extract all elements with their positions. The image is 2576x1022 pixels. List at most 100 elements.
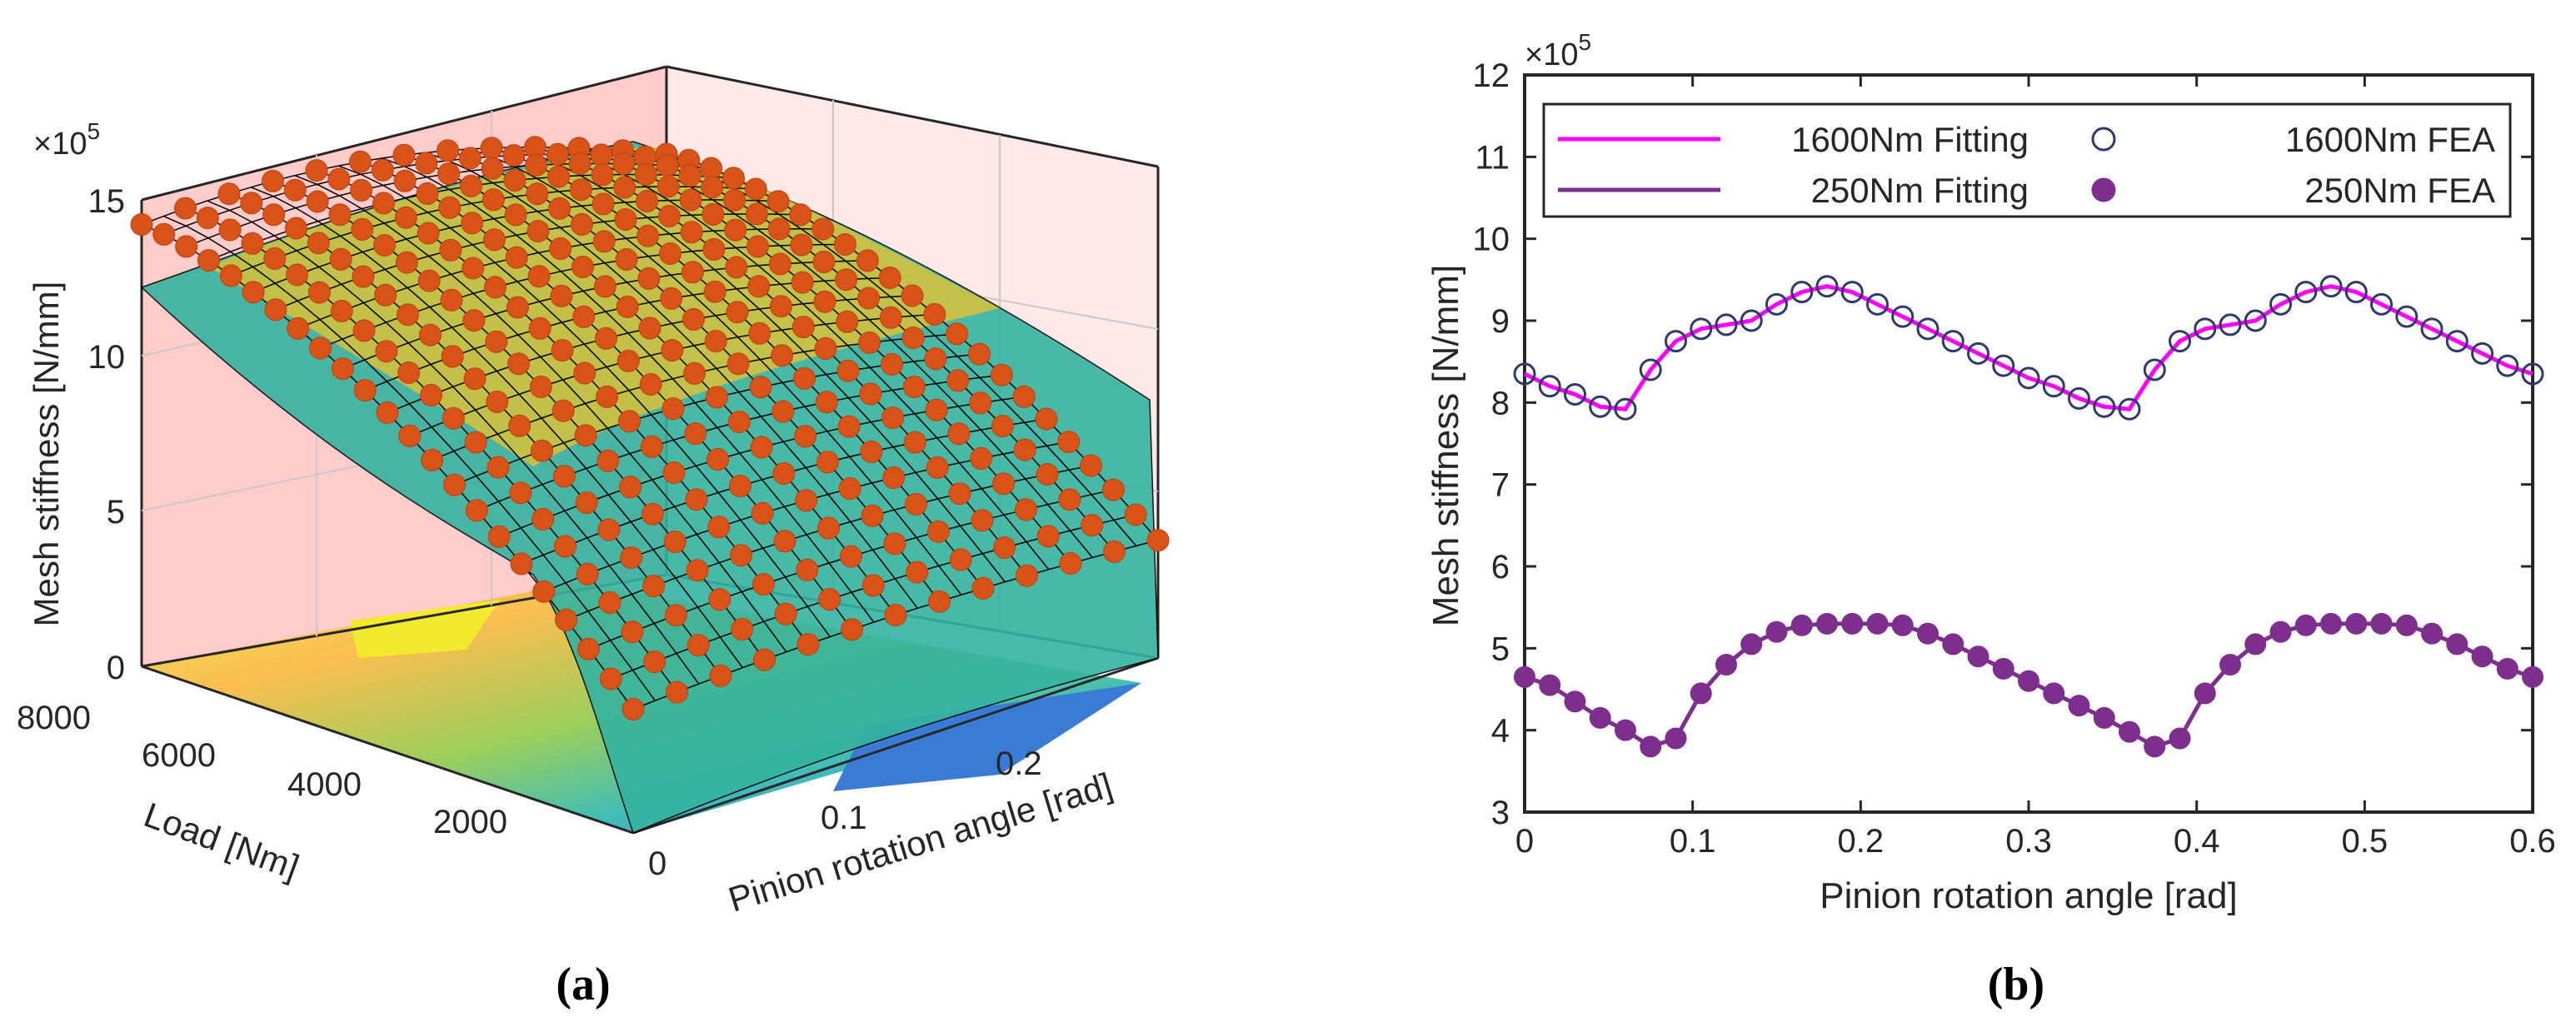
data-point-filled — [2068, 695, 2090, 717]
surface-marker — [701, 176, 724, 199]
surface-marker — [570, 212, 593, 236]
data-point-filled — [2471, 646, 2494, 668]
y-tick-label: 9 — [1491, 303, 1510, 340]
surface-marker — [482, 188, 505, 212]
surface-marker — [1057, 431, 1081, 454]
mesh-line — [251, 187, 743, 669]
surface-marker — [704, 330, 727, 353]
surface-marker — [590, 143, 613, 167]
data-point-open — [1891, 305, 1915, 328]
surface-marker — [812, 250, 836, 273]
surface-marker — [309, 337, 332, 360]
data-point-filled — [2320, 612, 2342, 635]
surface-marker — [700, 157, 723, 180]
data-point-open — [1715, 313, 1738, 337]
surface-marker — [438, 196, 462, 219]
surface-marker — [773, 530, 796, 553]
surface-marker — [925, 398, 948, 421]
surface-marker — [397, 303, 419, 327]
surface-marker — [352, 319, 376, 342]
data-point-open — [1740, 309, 1763, 332]
surface-marker — [1103, 540, 1126, 563]
data-point-filled — [1942, 633, 1964, 656]
data-point-open — [2244, 309, 2267, 332]
x-tick-label: 0.6 — [2509, 823, 2556, 860]
data-point-open — [2143, 358, 2166, 381]
surface-marker — [835, 268, 858, 292]
surface-marker — [375, 340, 398, 363]
data-point-open — [1614, 397, 1637, 421]
surface-marker — [307, 281, 331, 304]
surface-marker — [861, 504, 884, 527]
surface-marker — [197, 249, 220, 272]
y-tick-label: 5 — [1491, 631, 1510, 667]
data-point-filled — [1765, 621, 1788, 643]
data-point-filled — [1539, 674, 1561, 696]
floor-contour-yellow-region — [350, 600, 500, 658]
surface-marker — [502, 144, 526, 167]
surface-marker — [283, 178, 307, 202]
surface-marker — [551, 339, 574, 362]
data-point-filled — [2370, 612, 2393, 635]
surface-marker — [749, 376, 772, 399]
surface-marker — [218, 218, 242, 242]
data-point-open — [1866, 292, 1889, 316]
x-tick-label: 0.5 — [2342, 823, 2389, 860]
x-axis-label: Pinion rotation angle [rad] — [1820, 875, 2237, 916]
y-tick-label: 4 — [1491, 713, 1510, 750]
z-tick-label: 15 — [88, 183, 126, 220]
surface-marker — [461, 212, 484, 235]
surface-marker — [349, 150, 372, 173]
data-point-open — [1690, 317, 1713, 341]
chart-series — [1513, 275, 2544, 758]
surface-marker — [1080, 454, 1102, 477]
surface-marker — [641, 502, 664, 526]
surface-marker — [437, 162, 461, 186]
surface-marker — [744, 177, 767, 201]
legend[interactable]: 1600Nm Fitting 250Nm Fitting 1600Nm FEA … — [1542, 102, 2512, 218]
surface-marker — [510, 552, 533, 576]
surface-marker — [727, 411, 751, 433]
surface-marker — [460, 174, 482, 197]
data-point-filled — [2043, 682, 2065, 705]
data-point-filled — [2018, 670, 2039, 692]
y-tick-label: 10 — [1473, 222, 1510, 258]
surface-marker — [330, 299, 353, 322]
surface-marker — [813, 290, 836, 313]
surface-marker — [307, 232, 330, 255]
surface-marker — [503, 169, 527, 192]
y-tick-label: 8000 — [17, 700, 91, 736]
surface-marker — [393, 169, 417, 192]
mesh-line — [294, 175, 787, 653]
surface-marker — [418, 323, 442, 346]
surface-marker — [351, 217, 374, 241]
surface-marker — [903, 431, 926, 454]
surface-marker — [1012, 385, 1036, 408]
surface-marker — [573, 361, 597, 385]
surface-marker — [1035, 407, 1058, 431]
surface-marker — [923, 302, 946, 326]
data-point-filled — [2446, 633, 2469, 656]
legend-entry: 250Nm Fitting — [1811, 171, 2029, 210]
surface-marker — [836, 310, 859, 333]
data-point-open — [2445, 330, 2469, 353]
surface-marker — [262, 203, 286, 227]
surface-marker — [946, 322, 969, 346]
surface-marker — [901, 327, 925, 350]
data-point-open — [1840, 281, 1864, 304]
data-point-open — [2068, 386, 2090, 410]
y-exponent-label: ×105 — [1525, 29, 1591, 72]
panel-a-surface-chart: 0 5 10 15 ×105 Mesh stiffness [N/mm] 800… — [17, 65, 1170, 1010]
surface-marker — [1016, 564, 1038, 587]
surface-marker — [906, 561, 929, 584]
surface-marker — [592, 230, 616, 253]
surface-marker — [722, 167, 745, 190]
surface-marker — [709, 664, 732, 687]
data-point-filled — [2395, 614, 2418, 636]
surface-marker — [663, 531, 686, 553]
data-point-open — [2395, 305, 2419, 328]
data-point-filled — [2219, 654, 2241, 676]
surface-marker — [924, 347, 947, 371]
surface-marker — [504, 203, 527, 227]
data-point-filled — [2421, 622, 2443, 645]
